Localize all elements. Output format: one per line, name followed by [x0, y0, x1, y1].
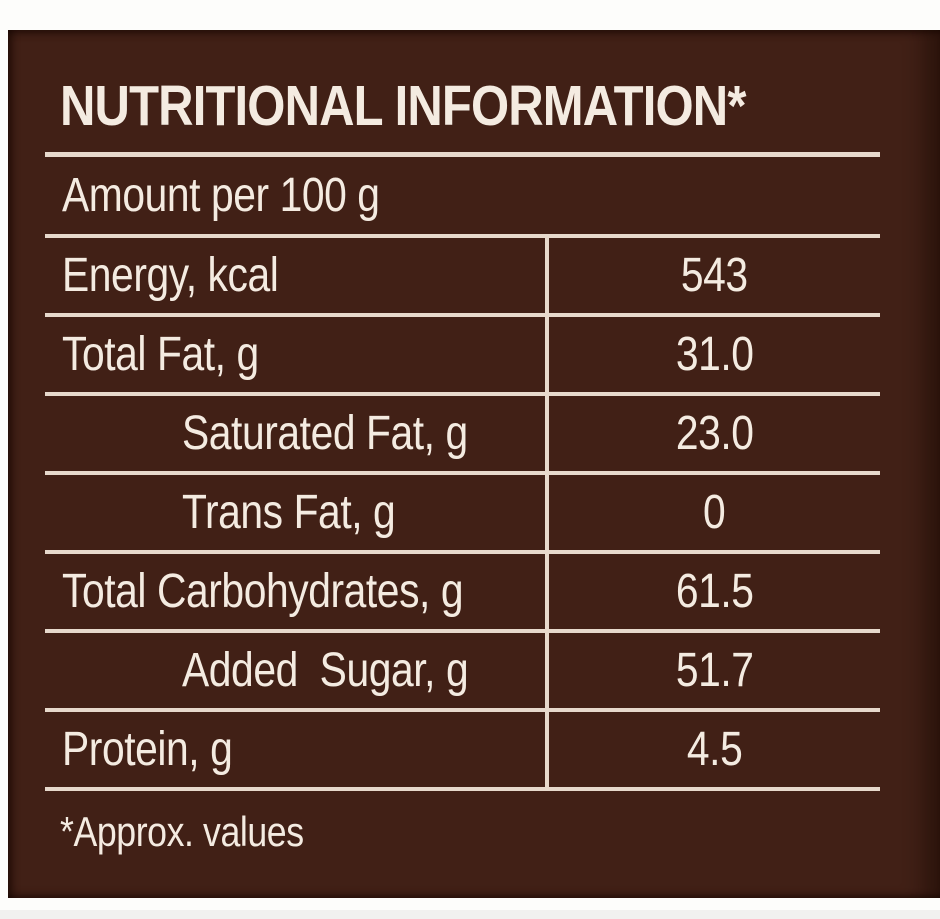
amount-header-row: Amount per 100 g [45, 157, 880, 238]
nutrient-name-cell: Energy, kcal [45, 238, 545, 313]
nutrient-value: 0 [703, 486, 726, 539]
nutrient-name: Saturated Fat, g [182, 407, 468, 460]
footnote-row: *Approx. values [45, 791, 880, 898]
nutrient-name-cell: Total Carbohydrates, g [45, 554, 545, 629]
nutrient-name-cell: Added Sugar, g [45, 633, 545, 708]
nutrient-name: Total Carbohydrates, g [62, 565, 464, 618]
nutrient-value: 23.0 [675, 407, 754, 460]
nutrient-name: Protein, g [62, 723, 233, 776]
nutrient-value: 51.7 [675, 644, 754, 697]
nutrition-label-panel: NUTRITIONAL INFORMATION* Amount per 100 … [8, 30, 940, 898]
nutrient-name: Total Fat, g [62, 328, 259, 381]
nutrient-value-cell: 31.0 [545, 317, 880, 392]
page-title: NUTRITIONAL INFORMATION* [60, 74, 746, 138]
table-row-total-fat: Total Fat, g 31.0 [45, 317, 880, 396]
nutrient-name: Energy, kcal [62, 249, 279, 302]
nutrient-value-cell: 543 [545, 238, 880, 313]
table-row-added-sugar: Added Sugar, g 51.7 [45, 633, 880, 712]
nutrition-table: NUTRITIONAL INFORMATION* Amount per 100 … [45, 30, 880, 898]
nutrient-value-cell: 4.5 [545, 712, 880, 787]
title-block: NUTRITIONAL INFORMATION* [45, 30, 880, 157]
bottom-page-strip [0, 910, 940, 919]
approx-values-footnote: *Approx. values [60, 808, 304, 855]
nutrient-name-cell: Protein, g [45, 712, 545, 787]
nutrient-name-cell: Saturated Fat, g [45, 396, 545, 471]
nutrient-value-cell: 0 [545, 475, 880, 550]
table-row-protein: Protein, g 4.5 [45, 712, 880, 791]
table-row-trans-fat: Trans Fat, g 0 [45, 475, 880, 554]
nutrient-value: 61.5 [675, 565, 754, 618]
nutrient-value-cell: 23.0 [545, 396, 880, 471]
table-row-total-carbohydrates: Total Carbohydrates, g 61.5 [45, 554, 880, 633]
nutrient-value: 31.0 [675, 328, 754, 381]
table-row-energy: Energy, kcal 543 [45, 238, 880, 317]
nutrient-value-cell: 61.5 [545, 554, 880, 629]
nutrient-value: 543 [681, 249, 748, 302]
nutrient-name: Trans Fat, g [182, 486, 396, 539]
nutrient-name: Added Sugar, g [182, 644, 469, 697]
nutrient-value: 4.5 [686, 723, 743, 776]
nutrient-name-cell: Total Fat, g [45, 317, 545, 392]
nutrient-value-cell: 51.7 [545, 633, 880, 708]
nutrient-name-cell: Trans Fat, g [45, 475, 545, 550]
table-row-saturated-fat: Saturated Fat, g 23.0 [45, 396, 880, 475]
amount-per-label: Amount per 100 g [62, 169, 380, 222]
